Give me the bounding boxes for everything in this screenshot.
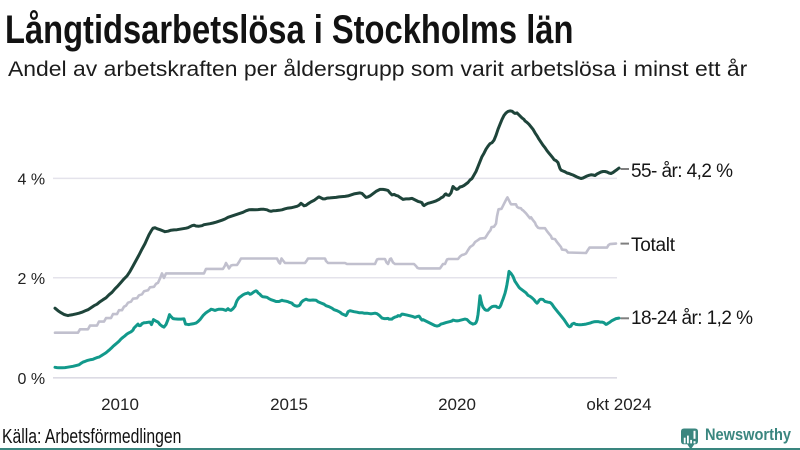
- svg-text:0 %: 0 %: [18, 371, 46, 388]
- svg-text:okt 2024: okt 2024: [586, 395, 651, 414]
- svg-text:55- år: 4,2 %: 55- år: 4,2 %: [631, 161, 733, 182]
- svg-text:2010: 2010: [101, 395, 139, 414]
- svg-text:4 %: 4 %: [18, 172, 46, 189]
- svg-text:2 %: 2 %: [18, 271, 46, 288]
- svg-text:18-24 år: 1,2 %: 18-24 år: 1,2 %: [631, 308, 753, 329]
- svg-text:2015: 2015: [270, 395, 308, 414]
- svg-text:Totalt: Totalt: [631, 235, 676, 256]
- svg-text:2020: 2020: [438, 395, 476, 414]
